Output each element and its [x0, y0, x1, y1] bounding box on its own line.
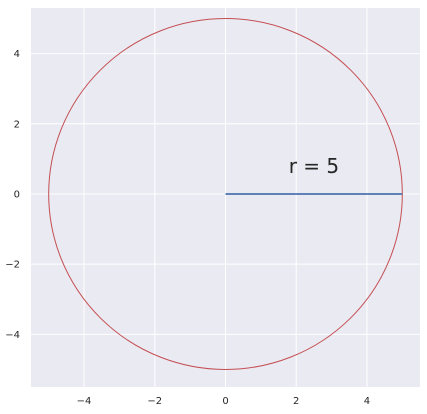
- x-tick-label: 4: [364, 396, 370, 407]
- y-tick-label: 0: [14, 189, 20, 200]
- y-axis-ticks: −4 −2 0 2 4: [5, 49, 20, 341]
- x-tick-label: 0: [222, 396, 228, 407]
- x-axis-ticks: −4 −2 0 2 4: [77, 396, 370, 407]
- radius-annotation: r = 5: [289, 154, 339, 178]
- annotation-layer: r = 5: [289, 154, 339, 178]
- series-layer: [48, 18, 403, 370]
- x-tick-label: −2: [147, 396, 162, 407]
- x-tick-label: −4: [77, 396, 92, 407]
- x-tick-label: 2: [293, 396, 299, 407]
- y-tick-label: −2: [5, 260, 20, 271]
- grid-lines: [31, 8, 420, 387]
- y-tick-label: −4: [5, 330, 20, 341]
- y-tick-label: 2: [14, 119, 20, 130]
- y-tick-label: 4: [14, 49, 20, 60]
